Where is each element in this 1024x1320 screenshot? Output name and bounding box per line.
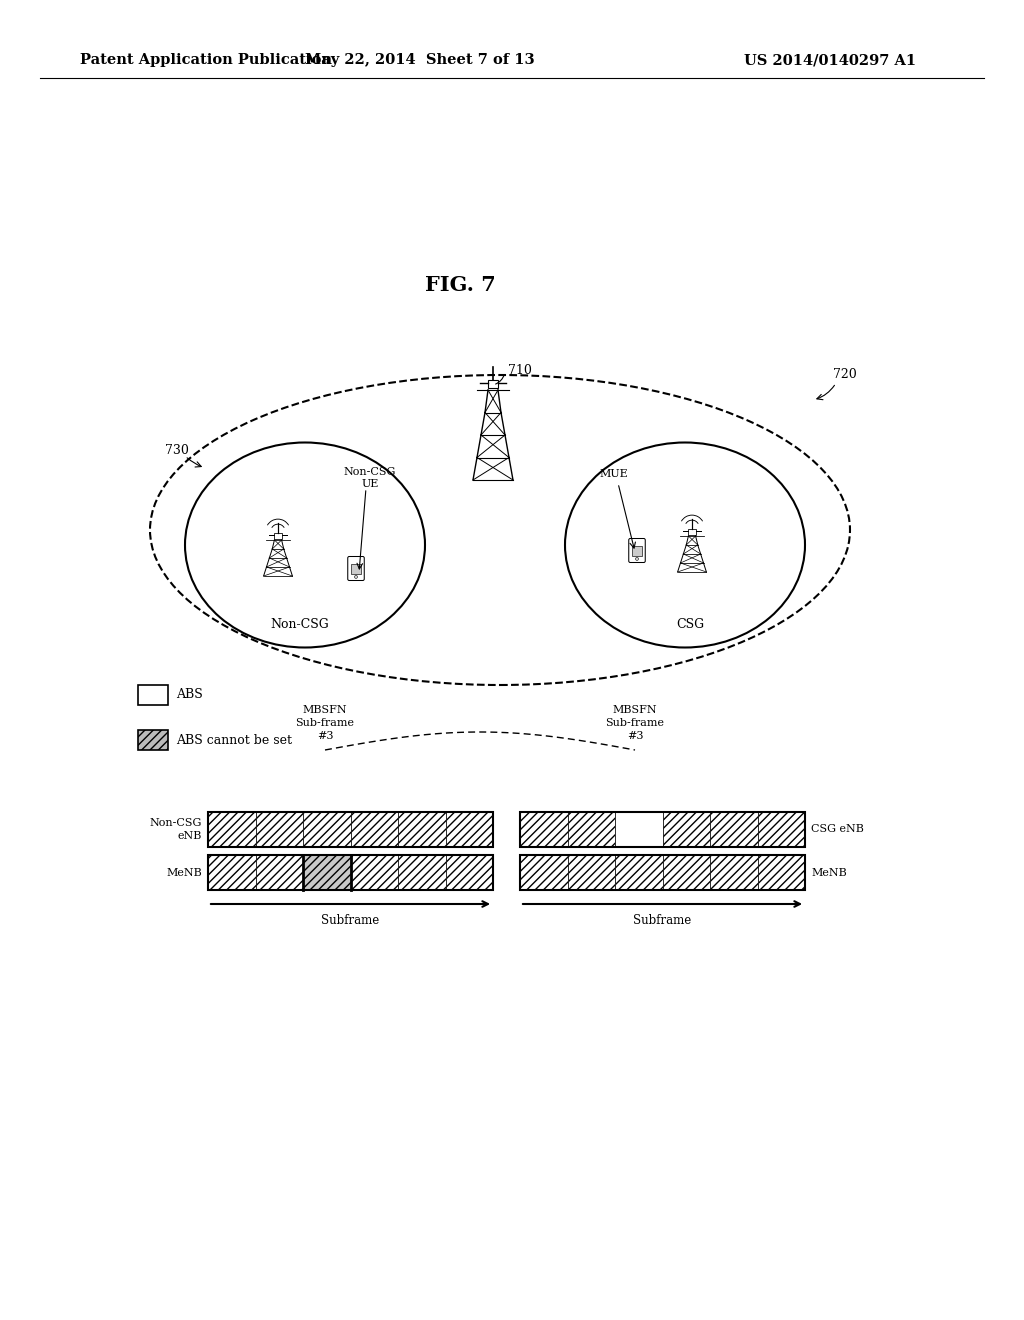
Text: 730: 730 xyxy=(165,444,189,457)
Text: Non-CSG
UE: Non-CSG UE xyxy=(344,466,396,490)
Bar xyxy=(520,855,567,890)
Text: Non-CSG: Non-CSG xyxy=(270,619,330,631)
Bar xyxy=(208,855,256,890)
Text: FIG. 7: FIG. 7 xyxy=(425,275,496,294)
Bar xyxy=(615,812,663,847)
Text: MUE: MUE xyxy=(600,469,629,479)
Bar xyxy=(520,812,567,847)
Text: ABS cannot be set: ABS cannot be set xyxy=(176,734,292,747)
Bar xyxy=(520,812,805,847)
Bar xyxy=(208,855,493,890)
Circle shape xyxy=(636,557,639,561)
Bar xyxy=(663,812,710,847)
Text: US 2014/0140297 A1: US 2014/0140297 A1 xyxy=(744,53,916,67)
Bar xyxy=(632,546,642,556)
Text: Non-CSG
eNB: Non-CSG eNB xyxy=(150,818,202,841)
Bar xyxy=(445,812,493,847)
Bar xyxy=(758,812,805,847)
Text: CSG: CSG xyxy=(676,619,705,631)
Text: May 22, 2014  Sheet 7 of 13: May 22, 2014 Sheet 7 of 13 xyxy=(305,53,535,67)
Bar xyxy=(445,855,493,890)
Bar xyxy=(351,565,360,574)
Text: MeNB: MeNB xyxy=(166,867,202,878)
Text: 720: 720 xyxy=(834,368,857,381)
Bar xyxy=(350,855,398,890)
Bar xyxy=(350,812,398,847)
Bar xyxy=(398,812,445,847)
Bar xyxy=(567,812,615,847)
Text: CSG eNB: CSG eNB xyxy=(811,825,864,834)
Text: ABS: ABS xyxy=(176,689,203,701)
Bar xyxy=(488,380,498,388)
Bar xyxy=(710,812,758,847)
Bar xyxy=(256,855,303,890)
Bar xyxy=(710,855,758,890)
Bar xyxy=(758,855,805,890)
Bar xyxy=(663,855,710,890)
Bar xyxy=(274,533,282,539)
Bar xyxy=(615,855,663,890)
Text: MBSFN
Sub-frame
#3: MBSFN Sub-frame #3 xyxy=(605,705,665,742)
Text: Patent Application Publication: Patent Application Publication xyxy=(80,53,332,67)
Bar xyxy=(303,855,350,890)
Text: Subframe: Subframe xyxy=(322,913,380,927)
Bar xyxy=(520,855,805,890)
Bar xyxy=(688,529,695,535)
Bar xyxy=(398,855,445,890)
Bar xyxy=(138,730,168,750)
Bar xyxy=(256,812,303,847)
Circle shape xyxy=(354,576,357,578)
Bar xyxy=(208,812,256,847)
Text: 710: 710 xyxy=(508,363,531,376)
Bar xyxy=(303,812,350,847)
Text: Subframe: Subframe xyxy=(634,913,691,927)
FancyBboxPatch shape xyxy=(629,539,645,562)
Text: MBSFN
Sub-frame
#3: MBSFN Sub-frame #3 xyxy=(296,705,354,742)
Bar xyxy=(138,685,168,705)
Text: MeNB: MeNB xyxy=(811,867,847,878)
Bar xyxy=(567,855,615,890)
Bar xyxy=(208,812,493,847)
FancyBboxPatch shape xyxy=(348,557,365,581)
